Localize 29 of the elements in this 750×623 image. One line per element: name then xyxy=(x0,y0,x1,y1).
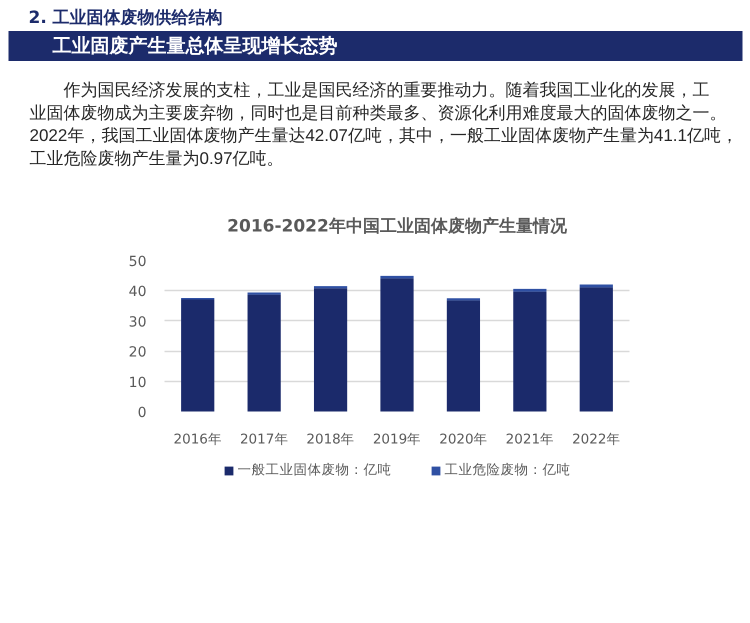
text: 作为国民经济发展的支柱，工业是国民经济的重要推动力。随着我国工业化的发展，工业固体废物成为主要废弃物，同时也是目前种类最多、资源化利用难度最大的固体废物之一。2022年，我国工业固体废物产生量达42.07亿吨，其中，一般工业固体废物产生量为41.1亿吨，工业危险废物产生量为0.97亿吨。 xyxy=(30,80,738,168)
bar xyxy=(580,284,613,288)
bar xyxy=(380,278,414,412)
x-tick-label: 2020年 xyxy=(439,432,488,448)
y-tick-label: 40 xyxy=(128,284,147,300)
bar xyxy=(248,294,281,412)
bar xyxy=(513,292,546,412)
legend-label: 一般工业固体废物：亿吨 xyxy=(238,461,392,479)
legend-label: 工业危险废物：亿吨 xyxy=(444,461,570,479)
x-tick-label: 2019年 xyxy=(372,432,422,448)
bar xyxy=(181,299,214,412)
bar xyxy=(446,300,480,412)
x-tick-label: 2017年 xyxy=(240,432,288,448)
text: 工业固废产生量总体呈现增长态势 xyxy=(52,35,338,57)
bar xyxy=(513,288,546,292)
y-tick-label: 30 xyxy=(128,314,147,330)
bar xyxy=(314,288,348,412)
y-tick-label: 50 xyxy=(128,254,147,270)
text: 2. 工业固体废物供给结构 xyxy=(28,8,223,28)
x-tick-label: 2022年 xyxy=(572,432,620,448)
x-tick-label: 2018年 xyxy=(306,432,355,448)
x-tick-label: 2021年 xyxy=(506,432,554,448)
bar xyxy=(380,276,414,278)
chart-title: 2016-2022年中国工业固体废物产生量情况 xyxy=(227,216,568,236)
bar xyxy=(580,287,613,412)
y-tick-label: 20 xyxy=(128,344,147,361)
y-tick-label: 0 xyxy=(138,405,147,421)
y-tick-label: 10 xyxy=(128,374,147,391)
x-tick-label: 2016年 xyxy=(174,432,222,448)
